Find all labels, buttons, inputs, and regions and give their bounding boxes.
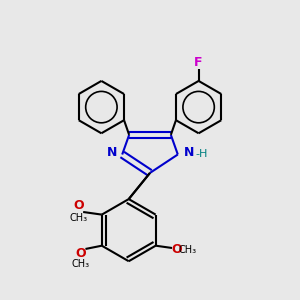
Text: O: O xyxy=(75,247,86,260)
Text: N: N xyxy=(107,146,118,159)
Text: O: O xyxy=(171,243,181,256)
Text: CH₃: CH₃ xyxy=(71,259,90,269)
Text: O: O xyxy=(74,199,84,212)
Text: N: N xyxy=(184,146,194,159)
Text: CH₃: CH₃ xyxy=(178,244,196,255)
Text: -H: -H xyxy=(196,149,208,159)
Text: F: F xyxy=(194,56,203,69)
Text: CH₃: CH₃ xyxy=(70,213,88,223)
